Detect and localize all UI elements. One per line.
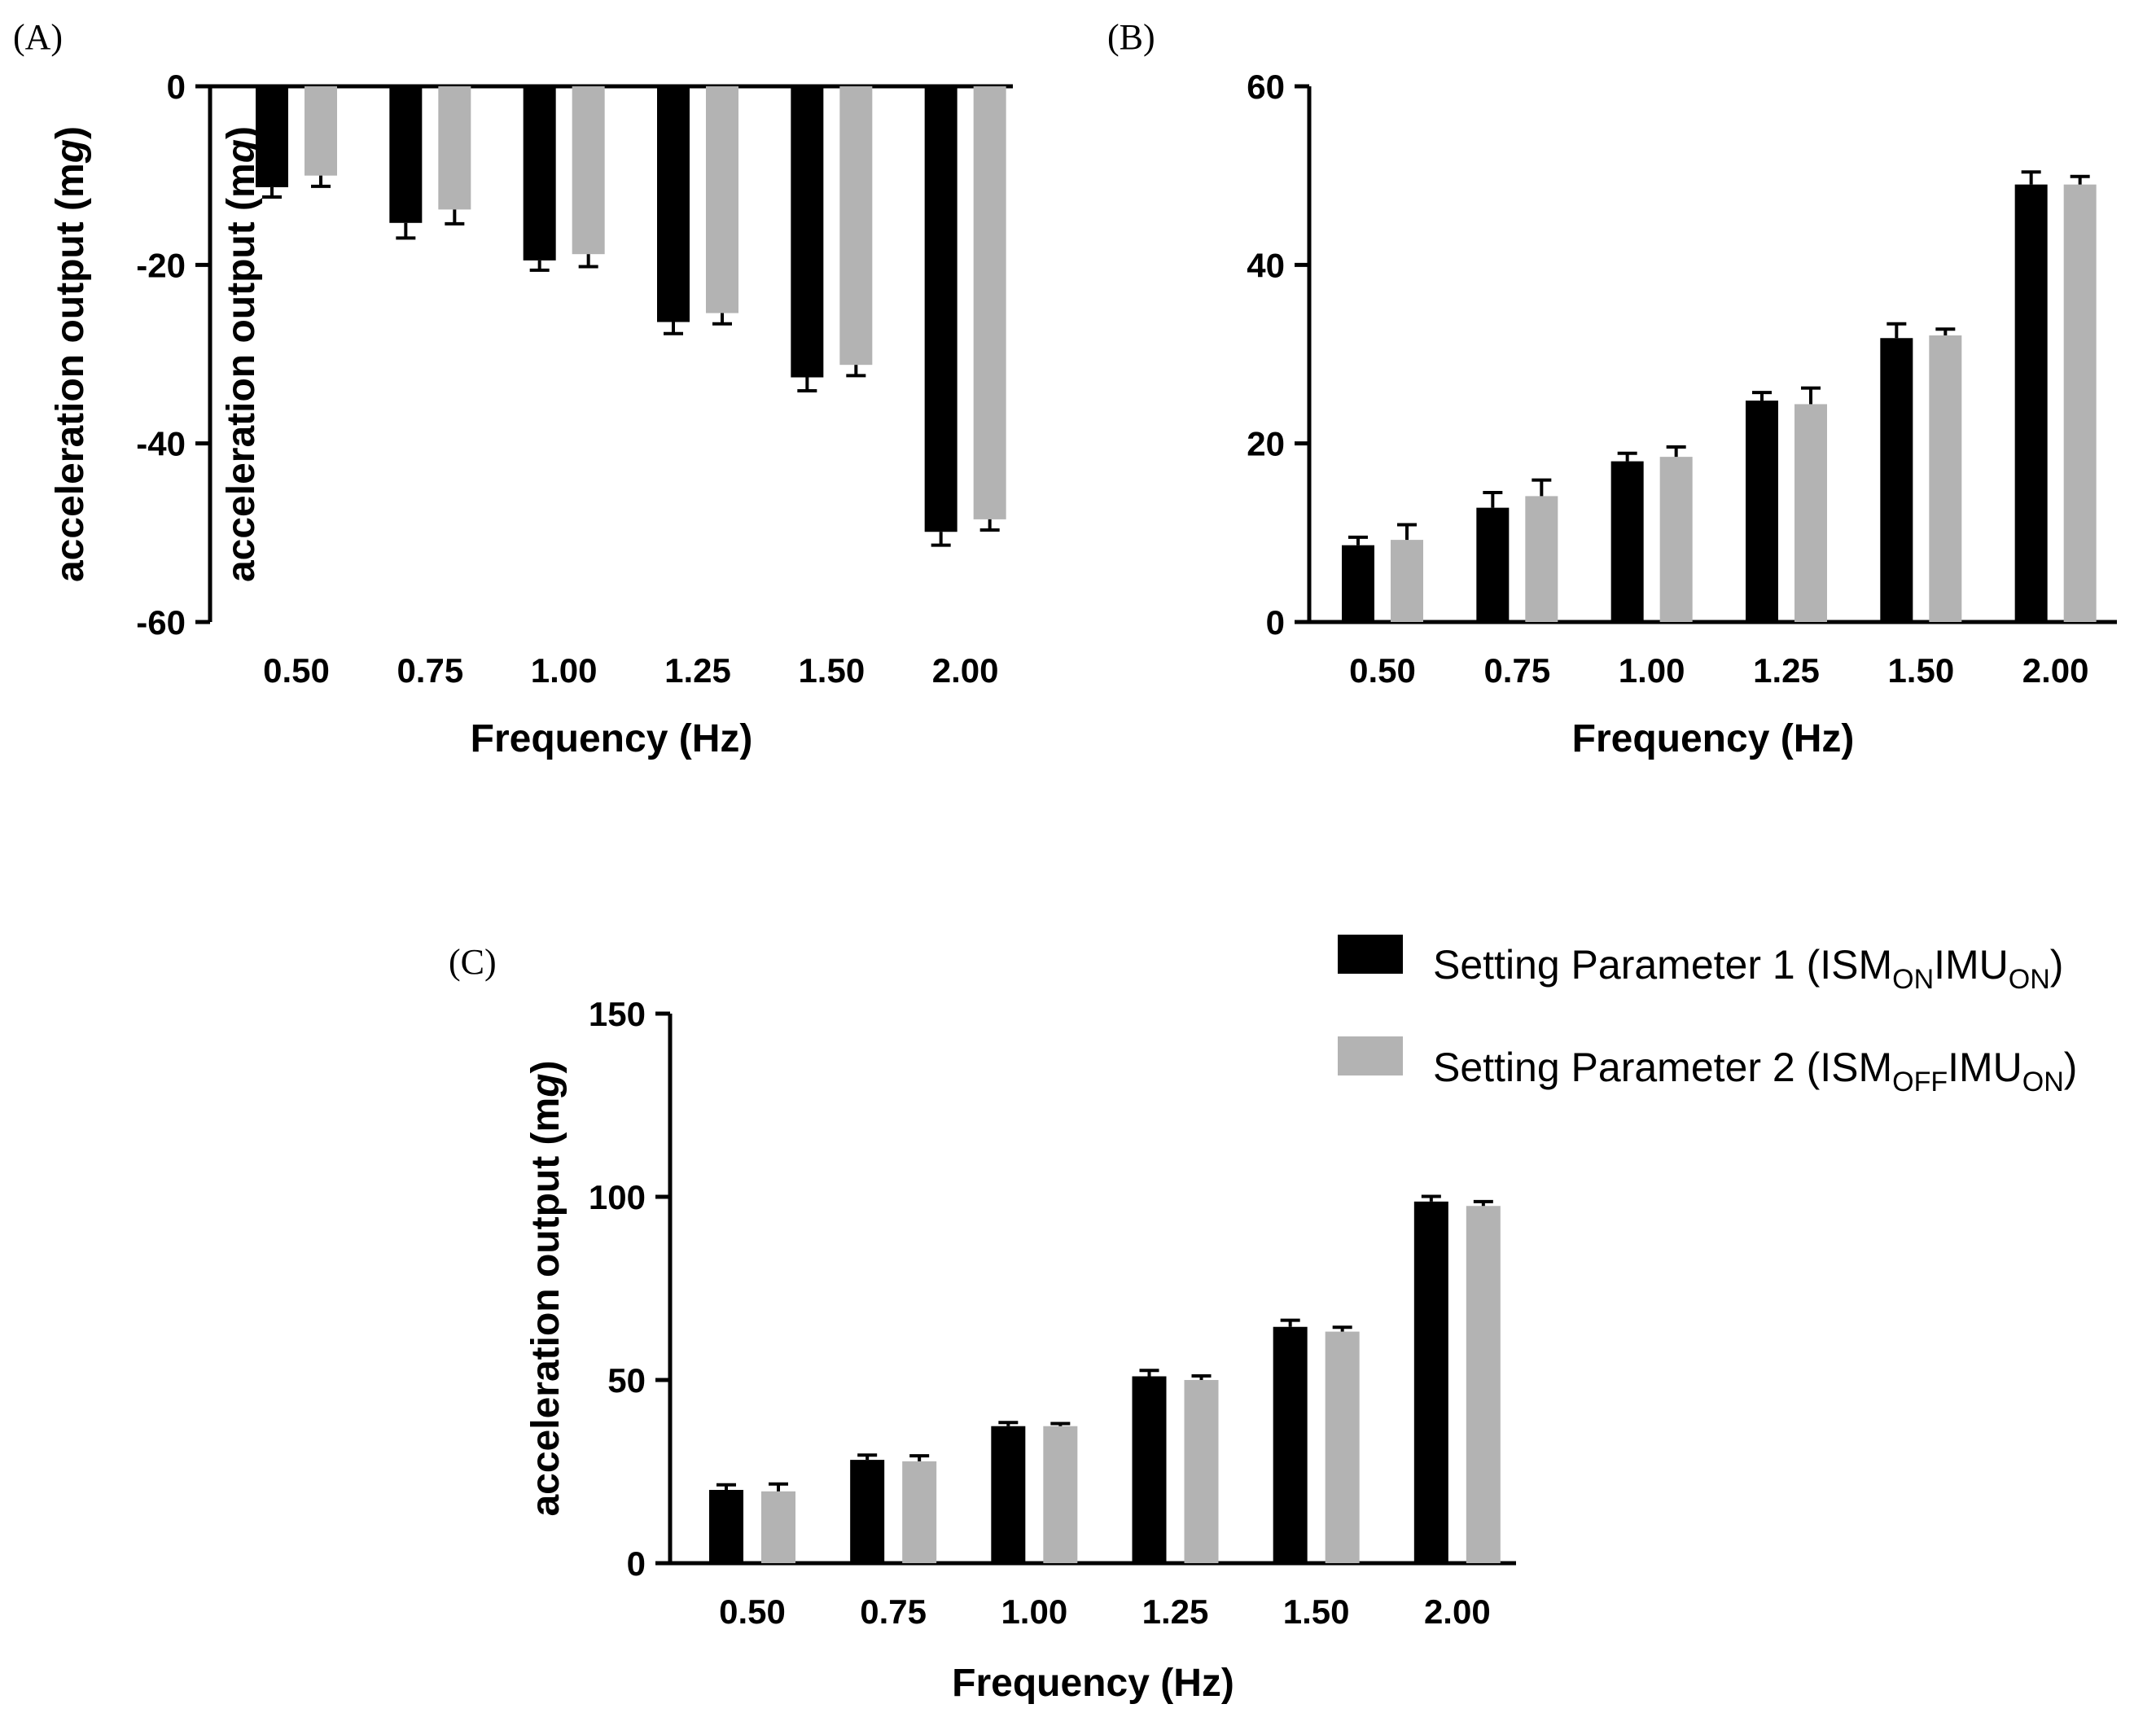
bar <box>1610 461 1644 622</box>
bar <box>572 86 605 255</box>
bar <box>256 86 288 187</box>
bar <box>1342 545 1374 622</box>
legend-label-1: Setting Parameter 1 (ISMONIMUON) <box>1433 942 2063 995</box>
bar <box>2014 184 2048 623</box>
bar <box>706 86 738 313</box>
y-tick-label: 20 <box>1247 425 1285 463</box>
bar <box>1184 1380 1219 1563</box>
panel-label: (A) <box>13 17 63 57</box>
panel-label: (C) <box>449 942 497 982</box>
bar <box>523 86 556 261</box>
bar <box>973 86 1006 519</box>
x-tick-label: 0.75 <box>397 651 463 690</box>
bar <box>1466 1206 1501 1563</box>
legend-label-2: Setting Parameter 2 (ISMOFFIMUON) <box>1433 1045 2077 1097</box>
y-tick-label: 0 <box>627 1544 646 1583</box>
legend-swatch-2 <box>1338 1036 1403 1075</box>
bar <box>2063 184 2097 623</box>
bar <box>839 86 873 366</box>
x-tick-label: 2.00 <box>2022 651 2089 690</box>
x-tick-label: 1.25 <box>1142 1592 1209 1631</box>
bar <box>1273 1326 1308 1563</box>
bar <box>1413 1201 1448 1563</box>
x-axis-title: Frequency (Hz) <box>1572 717 1855 760</box>
bar <box>1132 1376 1167 1563</box>
x-axis-title: Frequency (Hz) <box>471 717 753 760</box>
bar <box>924 86 957 532</box>
x-tick-label: 0.75 <box>860 1592 927 1631</box>
x-tick-label: 1.25 <box>1753 651 1820 690</box>
legend: Setting Parameter 1 (ISMONIMUON) Setting… <box>1338 935 2077 1097</box>
panel-a: (A) 0 -20 -40 -60 0.50 0.75 1.00 1.25 1.50 2.00 Fre… <box>13 17 1013 760</box>
bar <box>657 86 690 322</box>
bar <box>761 1491 795 1563</box>
y-tick-label: 0 <box>167 68 186 106</box>
bar <box>991 1426 1026 1563</box>
x-tick-label: 2.00 <box>1424 1592 1491 1631</box>
x-tick-label: 1.50 <box>798 651 865 690</box>
x-tick-label: 1.25 <box>664 651 731 690</box>
x-tick-label: 1.50 <box>1283 1592 1350 1631</box>
x-tick-label: 1.50 <box>1887 651 1954 690</box>
bar <box>791 86 824 378</box>
x-tick-label: 1.00 <box>531 651 598 690</box>
x-tick-label: 1.00 <box>1619 651 1685 690</box>
x-tick-label: 2.00 <box>932 651 999 690</box>
y-axis-title: acceleration output (mg) <box>49 126 92 582</box>
x-axis-title: Frequency (Hz) <box>952 1662 1234 1705</box>
bar <box>1794 404 1827 622</box>
y-tick-label: 100 <box>589 1178 646 1216</box>
y-tick-label: -40 <box>136 425 186 463</box>
bar <box>1929 335 1962 622</box>
bar <box>902 1461 937 1563</box>
y-tick-label: 0 <box>1266 603 1285 642</box>
x-tick-label: 0.50 <box>263 651 330 690</box>
panel-c: (C) 0 50 100 150 0.50 0.75 1.00 1.25 1.50 2.00 Freq… <box>449 942 1516 1705</box>
y-tick-label: 50 <box>607 1361 646 1400</box>
bar <box>1525 496 1558 622</box>
bar <box>1659 457 1693 622</box>
legend-item-1: Setting Parameter 1 (ISMONIMUON) <box>1338 935 2063 995</box>
bar <box>389 86 423 223</box>
bar <box>1391 540 1423 622</box>
x-tick-label: 1.00 <box>1001 1592 1067 1631</box>
y-axis-title: acceleration output (mg) <box>220 126 263 582</box>
panel-label: (B) <box>1107 17 1155 57</box>
bar <box>1476 507 1510 622</box>
y-tick-label: 150 <box>589 995 646 1033</box>
y-tick-label: 40 <box>1247 246 1285 284</box>
bar <box>1880 338 1913 622</box>
bar <box>438 86 471 210</box>
bar <box>709 1490 743 1563</box>
bar <box>1746 401 1778 622</box>
panel-b: (B) 0 20 40 60 0.50 0.75 1.00 1.25 1.50 2.00 Freque… <box>220 17 2117 760</box>
x-tick-label: 0.75 <box>1483 651 1550 690</box>
y-tick-label: 60 <box>1247 68 1285 106</box>
y-tick-label: -20 <box>136 246 186 284</box>
bar <box>1325 1331 1360 1563</box>
bar <box>850 1460 885 1563</box>
y-axis-title: acceleration output (mg) <box>524 1060 567 1516</box>
x-tick-label: 0.50 <box>1349 651 1416 690</box>
bar <box>305 86 337 176</box>
y-tick-label: -60 <box>136 603 186 642</box>
legend-item-2: Setting Parameter 2 (ISMOFFIMUON) <box>1338 1036 2077 1097</box>
legend-swatch-1 <box>1338 935 1403 974</box>
x-tick-label: 0.50 <box>719 1592 786 1631</box>
bar <box>1043 1426 1078 1563</box>
